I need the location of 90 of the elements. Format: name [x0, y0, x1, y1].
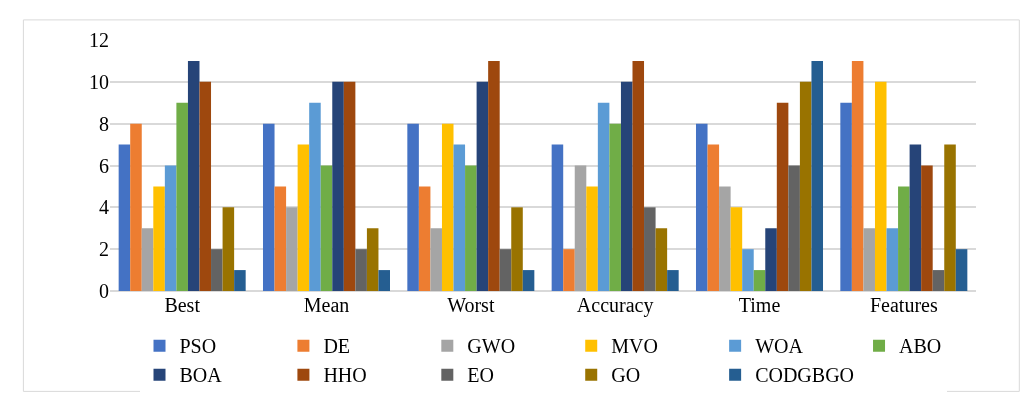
bar: [262, 123, 275, 291]
bar: [776, 102, 789, 291]
bar: [597, 102, 610, 291]
bar: [799, 81, 812, 291]
y-tick-label: 6: [99, 154, 109, 177]
legend-label: EO: [467, 364, 494, 387]
legend-label: HHO: [323, 364, 367, 387]
bar: [921, 165, 933, 291]
y-tick-label: 4: [99, 196, 109, 219]
bar: [441, 123, 454, 291]
bar: [176, 102, 188, 291]
bar: [476, 81, 489, 291]
bar: [765, 228, 777, 291]
bar: [753, 270, 766, 291]
bar: [211, 249, 223, 291]
bar: [453, 144, 466, 291]
y-tick-label: 2: [99, 238, 109, 261]
bar: [187, 60, 200, 291]
bar: [632, 60, 645, 291]
bar: [297, 144, 310, 291]
bar: [609, 123, 621, 291]
y-tick-label: 0: [99, 280, 109, 302]
bar: [153, 186, 165, 291]
bar: [644, 207, 656, 291]
bar: [366, 228, 379, 291]
bar: [499, 249, 512, 291]
bar: [620, 81, 633, 291]
bar: [522, 270, 535, 291]
bar: [886, 228, 899, 291]
bar: [874, 81, 887, 291]
bar: [574, 165, 587, 291]
y-tick-label: 10: [89, 70, 109, 93]
legend-label: GWO: [467, 335, 516, 358]
bar: [563, 249, 575, 291]
x-tick-label: Features: [869, 294, 938, 316]
legend-label: BOA: [179, 364, 223, 387]
bar: [274, 186, 287, 291]
bar: [355, 249, 367, 291]
bar: [730, 207, 743, 291]
bar: [118, 144, 131, 291]
bar: [164, 165, 177, 291]
bar: [586, 186, 598, 291]
bar: [309, 102, 321, 291]
bar: [863, 228, 875, 291]
bar: [465, 165, 477, 291]
bar: [955, 249, 968, 291]
legend-label: ABO: [899, 335, 942, 358]
legend-label: GO: [611, 364, 641, 387]
legend-label: PSO: [179, 335, 217, 358]
bar: [840, 102, 852, 291]
bar: [667, 270, 679, 291]
legend-label: WOA: [755, 335, 804, 358]
bar: [130, 123, 142, 291]
y-tick-label: 12: [89, 29, 109, 51]
bar: [898, 186, 910, 291]
x-tick-label: Time: [738, 294, 781, 316]
bar: [418, 186, 431, 291]
bar: [234, 270, 246, 291]
bar: [851, 60, 864, 291]
bar: [551, 144, 564, 291]
y-tick-label: 8: [99, 112, 109, 135]
bar: [511, 207, 523, 291]
bar: [811, 60, 824, 291]
bar: [742, 249, 754, 291]
bar: [719, 186, 731, 291]
x-tick-label: Worst: [447, 294, 495, 316]
bar: [222, 207, 235, 291]
bar: [332, 81, 344, 291]
bar: [286, 207, 298, 291]
bar: [343, 81, 356, 291]
bar: [944, 144, 956, 291]
legend-label: CODGBGO: [755, 364, 855, 387]
bar: [407, 123, 419, 291]
legend-label: DE: [323, 335, 351, 358]
x-tick-label: Accuracy: [576, 294, 654, 317]
bar: [932, 270, 945, 291]
bar: [430, 228, 442, 291]
bar: [909, 144, 922, 291]
legend-label: MVO: [611, 335, 658, 358]
bar: [695, 123, 708, 291]
bar: [488, 60, 500, 291]
x-tick-label: Best: [164, 294, 201, 316]
x-tick-label: Mean: [303, 294, 350, 316]
bar: [788, 165, 800, 291]
bar: [378, 270, 391, 291]
bar: [655, 228, 668, 291]
bar: [199, 81, 212, 291]
bar: [141, 228, 154, 291]
bar: [707, 144, 720, 291]
bar: [320, 165, 333, 291]
